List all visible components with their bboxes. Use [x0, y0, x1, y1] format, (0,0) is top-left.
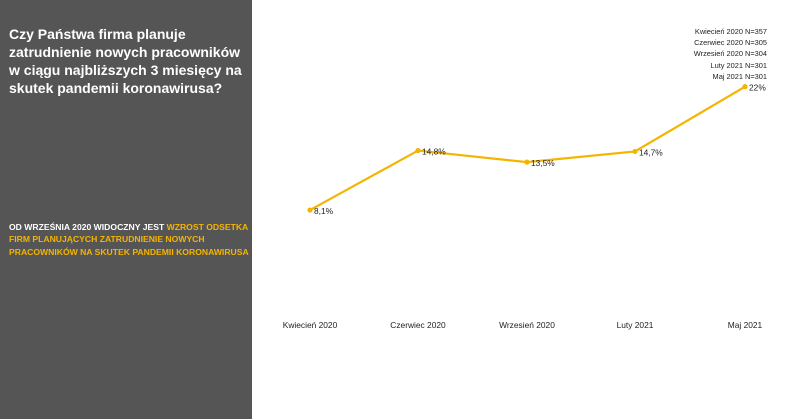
sample-size-legend: Kwiecień 2020 N=357 Czerwiec 2020 N=305 …	[694, 26, 767, 82]
legend-entry: Maj 2021 N=301	[712, 71, 767, 81]
legend-entry: Kwiecień 2020 N=357	[694, 27, 767, 36]
note-highlight-text: WZROST ODSETKA FIRM PLANUJĄCYCH ZATRUDNI…	[9, 222, 249, 257]
x-tick-label: Czerwiec 2020	[390, 320, 446, 330]
data-point	[307, 207, 313, 213]
legend-entry: Luty 2021 N=301	[710, 60, 767, 70]
data-label: 14,8%	[422, 147, 446, 157]
legend-entry: Wrzesień 2020 N=304	[693, 49, 767, 59]
data-label: 13,5%	[531, 158, 555, 168]
data-point	[415, 147, 421, 154]
x-tick-label: Luty 2021	[617, 320, 654, 330]
data-point	[742, 84, 748, 90]
x-tick-label: Wrzesień 2020	[499, 320, 555, 330]
left-panel: Czy Państwa firma planuje zatrudnienie n…	[0, 0, 252, 419]
x-tick-label: Maj 2021	[728, 320, 763, 330]
key-finding-note: OD WRZEŚNIA 2020 WIDOCZNY JEST WZROST OD…	[9, 221, 249, 258]
data-point	[632, 148, 638, 155]
legend-entry: Czerwiec 2020 N=305	[694, 38, 767, 48]
x-tick-label: Kwiecień 2020	[283, 320, 338, 330]
data-label: 22%	[749, 83, 766, 93]
data-label: 14,7%	[639, 147, 663, 157]
series-line	[309, 85, 746, 212]
data-point	[524, 159, 530, 165]
note-plain-text: OD WRZEŚNIA 2020 WIDOCZNY JEST	[9, 222, 167, 232]
data-label: 8,1%	[314, 206, 334, 216]
chart-question-title: Czy Państwa firma planuje zatrudnienie n…	[9, 26, 242, 96]
